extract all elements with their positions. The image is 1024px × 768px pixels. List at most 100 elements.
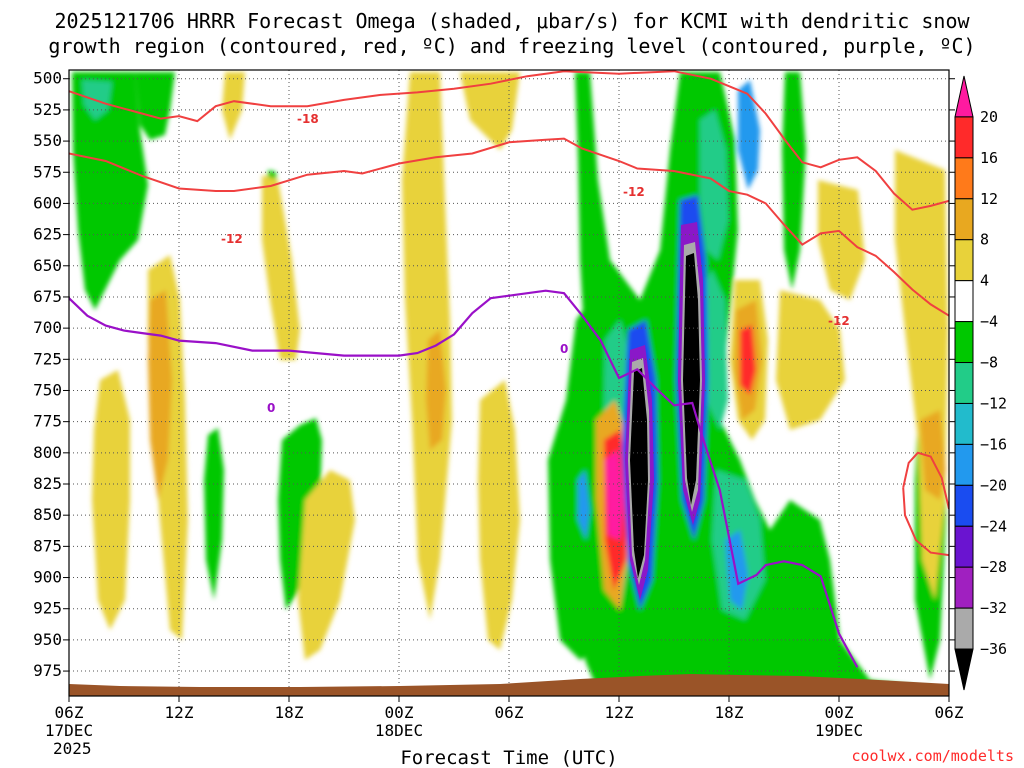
omega-region-green-left (72, 72, 148, 310)
omega-region-yellow-a (92, 370, 130, 630)
colorbar-swatch-9 (954, 443, 974, 486)
omega-region-yellow-f (402, 72, 452, 620)
omega-region-orange-a (148, 290, 172, 500)
colorbar-swatch-14 (954, 648, 974, 691)
colorbar-swatch-8 (954, 402, 974, 445)
omega-region-green-top (135, 72, 175, 140)
red-contour-label-minus12-b: -12 (623, 185, 645, 199)
x-tick-label-6: 12Z (165, 703, 194, 722)
colorbar-label-6: −8 (980, 354, 998, 372)
x-tick-year-0: 2025 (53, 739, 92, 758)
y-tick-label-925: 925 (33, 599, 62, 618)
colorbar-swatch-2 (954, 157, 974, 200)
colorbar-swatch-13 (954, 607, 974, 650)
omega-region-black-b (683, 253, 700, 505)
purple-contour-zero (69, 289, 859, 668)
credit-text: coolwx.com/modelts (851, 747, 1014, 765)
y-tick-label-725: 725 (33, 349, 62, 368)
omega-region-pink (605, 450, 624, 540)
x-tick-label-24: 06Z (495, 703, 524, 722)
x-tick-date-0: 17DEC (45, 721, 93, 740)
omega-region-yellow-c (222, 72, 245, 140)
contour-lines (69, 70, 949, 668)
colorbar-label-9: −20 (980, 476, 1007, 494)
y-tick-label-975: 975 (33, 661, 62, 680)
colorbar-swatch-5 (954, 280, 974, 323)
x-axis-label: Forecast Time (UTC) (400, 747, 617, 768)
y-tick-label-750: 750 (33, 380, 62, 399)
y-tick-label-825: 825 (33, 474, 62, 493)
colorbar-label-12: −32 (980, 599, 1007, 617)
colorbar-label-7: −12 (980, 394, 1007, 412)
omega-region-green-main (575, 72, 948, 696)
omega-region-green-right (782, 72, 806, 290)
red-contour-minus12_lower (902, 451, 949, 510)
y-tick-label-675: 675 (33, 287, 62, 306)
y-tick-label-800: 800 (33, 443, 62, 462)
red-contour-minus18 (69, 70, 949, 211)
chart-title-line2: growth region (contoured, red, ºC) and f… (48, 34, 975, 58)
omega-region-yellow-e (298, 470, 355, 660)
y-tick-label-900: 900 (33, 568, 62, 587)
omega-region-orange-d (920, 410, 946, 500)
x-tick-label-0: 06Z (55, 703, 84, 722)
omega-region-red-b (740, 325, 756, 395)
x-tick-label-18: 00Z (385, 703, 414, 722)
omega-region-yellow-j (776, 290, 845, 430)
colorbar-swatch-11 (954, 525, 974, 568)
colorbar: 20 16 12 8 4 −4 −8 −12 −16 −20 −24 −28 −32 −36 (954, 75, 1007, 691)
y-tick-label-775: 775 (33, 412, 62, 431)
y-tick-label-700: 700 (33, 318, 62, 337)
x-tick-label-12: 18Z (275, 703, 304, 722)
y-tick-label-525: 525 (33, 100, 62, 119)
x-tick-date-42: 19DEC (815, 721, 863, 740)
red-contour-label-minus18: -18 (297, 112, 319, 126)
omega-region-teal-main (700, 110, 728, 260)
grid-lines (69, 70, 949, 696)
colorbar-swatch-7 (954, 362, 974, 404)
omega-shading (72, 72, 948, 696)
omega-region-yellow-g (460, 72, 520, 150)
colorbar-label-0: 20 (980, 108, 998, 126)
colorbar-label-3: 8 (980, 231, 989, 249)
x-tick-date-18: 18DEC (375, 721, 423, 740)
omega-region-black-a (630, 368, 648, 578)
contour-labels: -18 -12 -12 -12 0 0 (221, 112, 850, 415)
omega-region-yellow-k (818, 180, 865, 300)
y-tick-label-500: 500 (33, 69, 62, 88)
x-tick-label-42: 00Z (825, 703, 854, 722)
y-tick-label-625: 625 (33, 225, 62, 244)
y-tick-label-650: 650 (33, 256, 62, 275)
colorbar-label-10: −24 (980, 517, 1007, 535)
colorbar-swatch-1 (954, 116, 974, 159)
purple-contour-label-zero-a: 0 (267, 401, 275, 415)
colorbar-label-5: −4 (980, 313, 998, 331)
omega-region-blue-upper (738, 80, 760, 190)
x-tick-label-48: 06Z (935, 703, 964, 722)
omega-region-yellow-d (262, 175, 300, 360)
y-tick-label-550: 550 (33, 131, 62, 150)
colorbar-swatch-4 (954, 239, 974, 282)
colorbar-label-8: −16 (980, 435, 1007, 453)
omega-region-green-small (204, 428, 224, 600)
colorbar-label-13: −36 (980, 640, 1007, 658)
colorbar-swatch-0 (954, 75, 974, 118)
colorbar-label-2: 12 (980, 190, 998, 208)
y-tick-label-950: 950 (33, 630, 62, 649)
y-tick-label-875: 875 (33, 536, 62, 555)
red-contour-label-minus12-c: -12 (828, 314, 850, 328)
chart-title-line1: 2025121706 HRRR Forecast Omega (shaded, … (54, 9, 970, 33)
y-tick-label-850: 850 (33, 505, 62, 524)
x-tick-label-36: 18Z (715, 703, 744, 722)
red-contour-minus12_west (69, 137, 949, 317)
red-contour-label-minus12-a: -12 (221, 232, 243, 246)
colorbar-swatch-6 (954, 321, 974, 364)
colorbar-swatch-10 (954, 484, 974, 527)
terrain (69, 674, 949, 696)
omega-region-orange-b (426, 330, 446, 450)
omega-region-blue-left-column (578, 470, 590, 540)
y-tick-label-575: 575 (33, 162, 62, 181)
x-tick-label-30: 12Z (605, 703, 634, 722)
